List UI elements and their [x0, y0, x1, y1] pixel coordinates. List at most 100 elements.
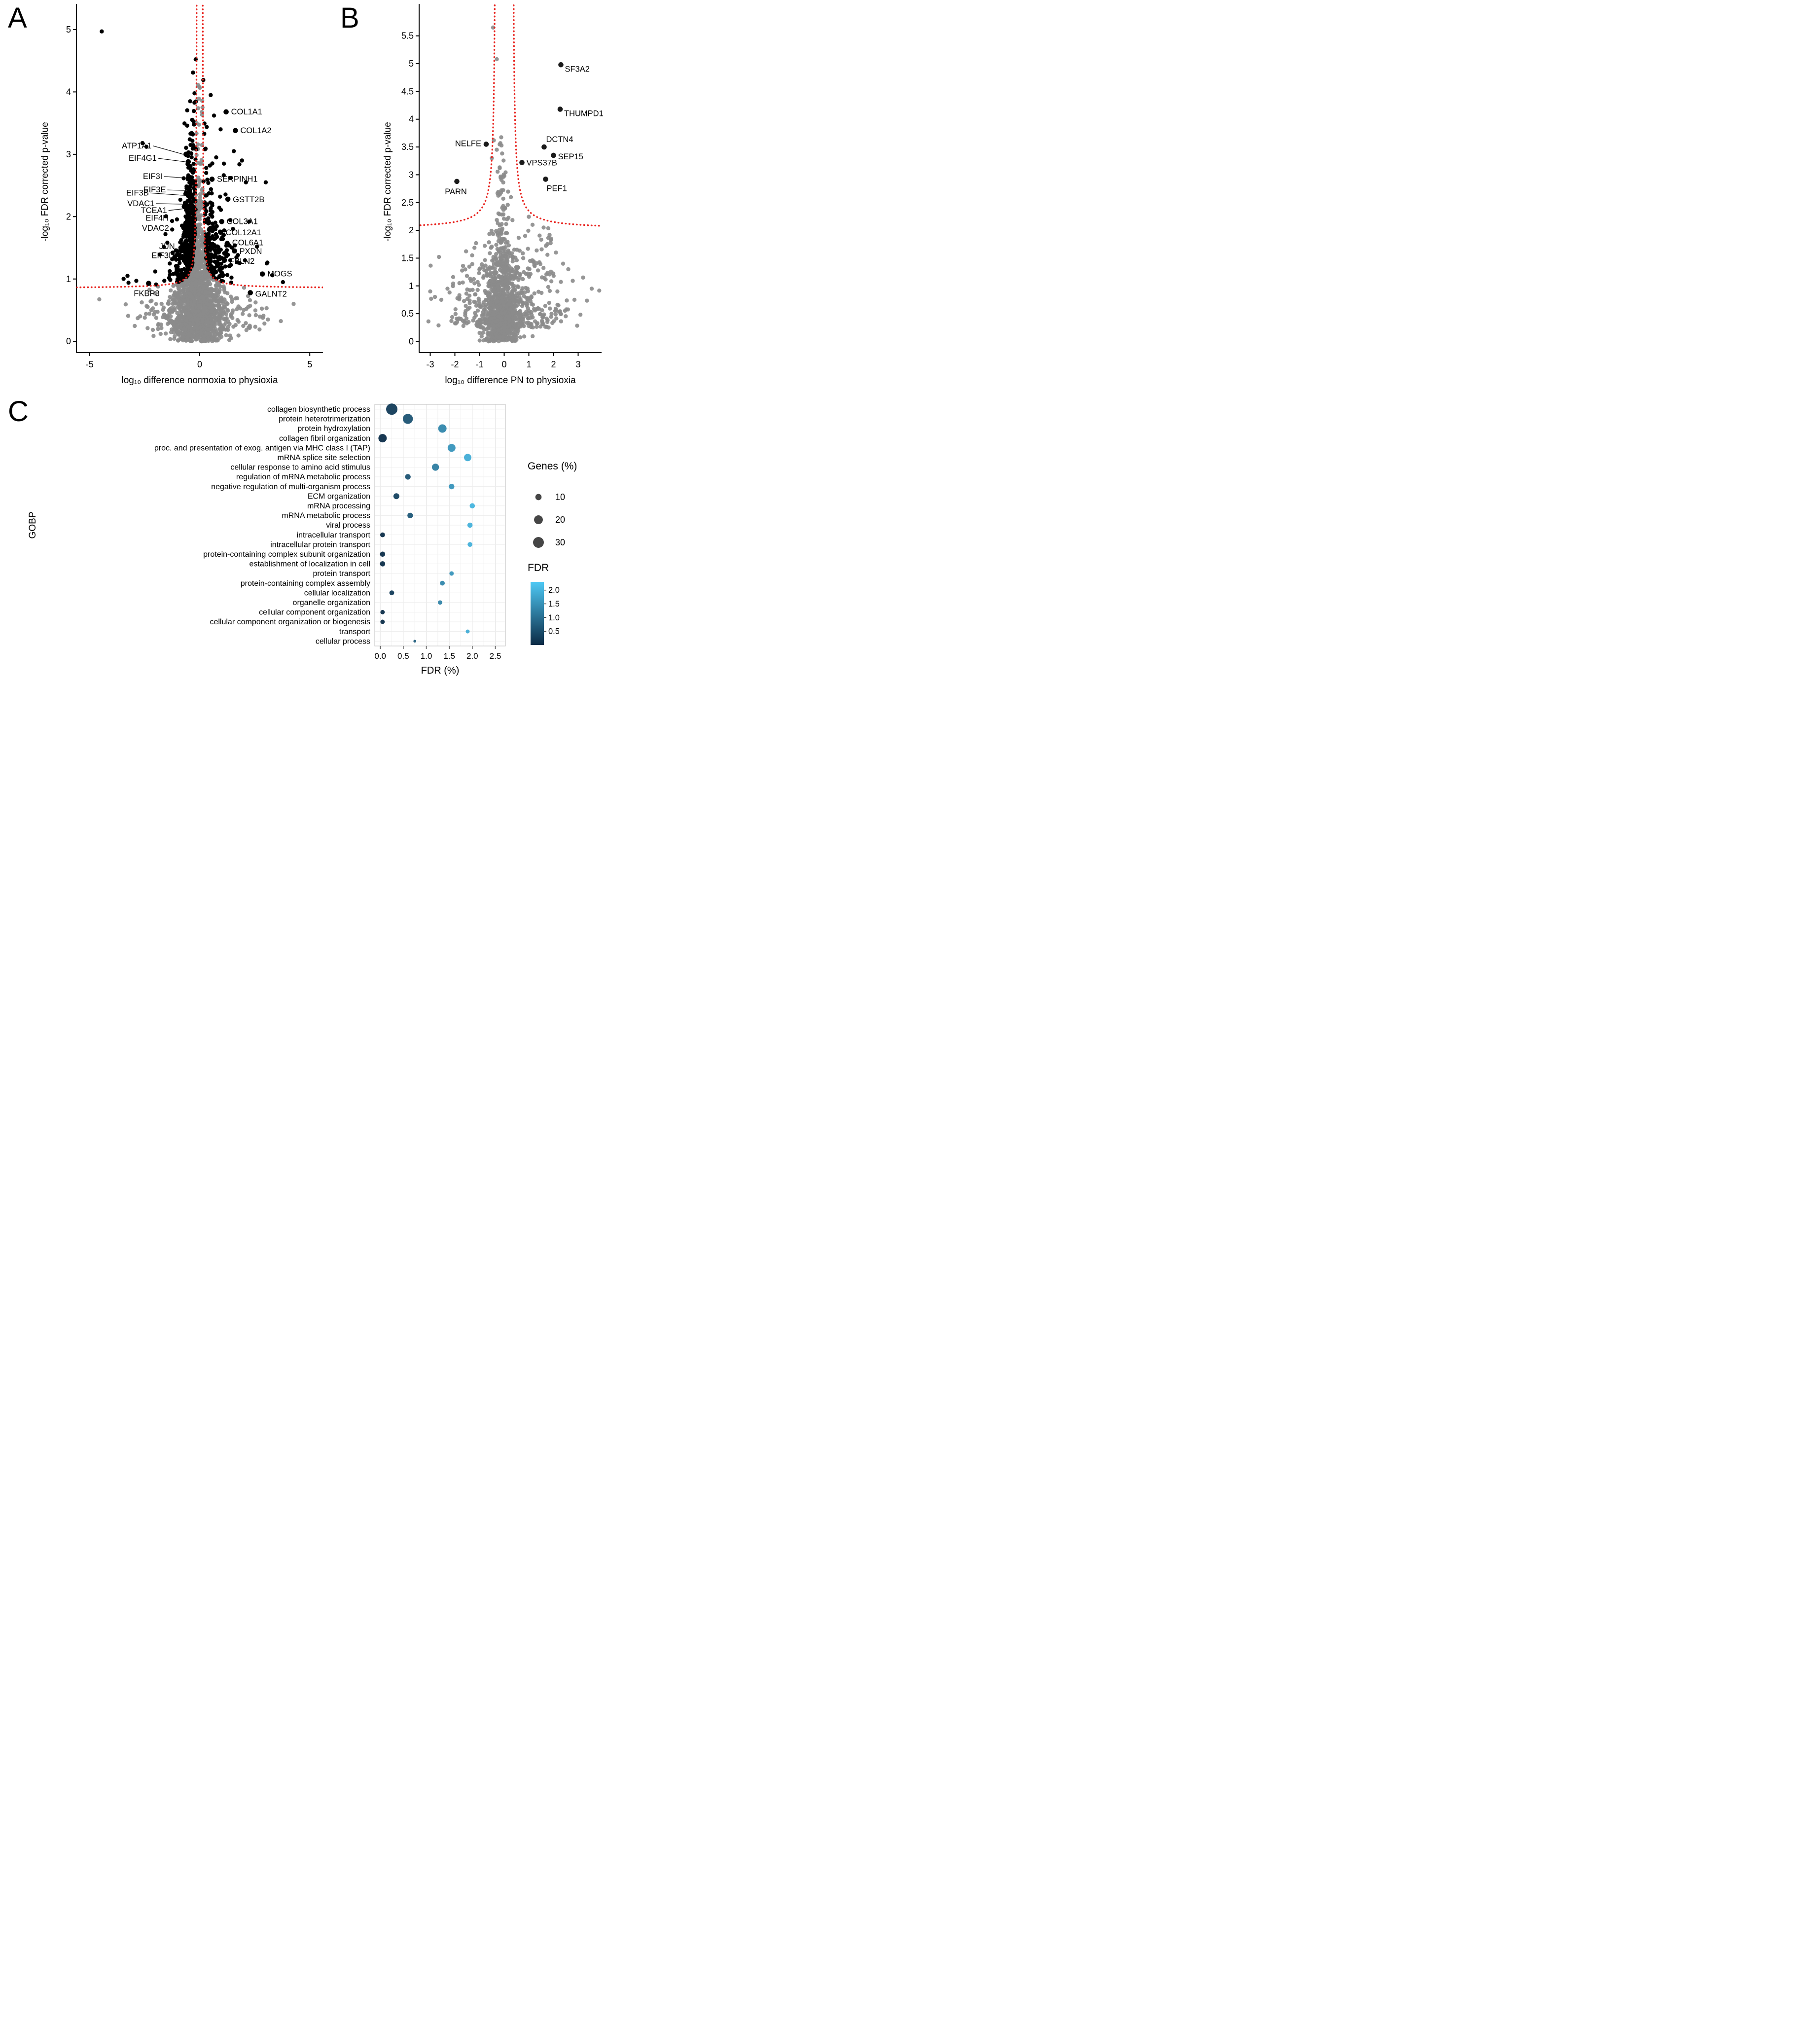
svg-text:GOBP: GOBP — [28, 512, 38, 539]
svg-text:2: 2 — [551, 359, 556, 369]
svg-text:protein transport: protein transport — [313, 570, 370, 578]
svg-text:EIF3B: EIF3B — [126, 188, 149, 197]
svg-text:intracellular transport: intracellular transport — [297, 531, 371, 539]
svg-text:1.5: 1.5 — [443, 651, 455, 661]
svg-text:1: 1 — [526, 359, 531, 369]
svg-text:ECM organization: ECM organization — [308, 492, 370, 501]
svg-text:FDR: FDR — [528, 562, 549, 573]
svg-text:1.0: 1.0 — [548, 613, 560, 622]
svg-text:establishment of localization: establishment of localization in cell — [250, 560, 370, 569]
svg-text:2: 2 — [409, 225, 414, 235]
svg-text:PXDN: PXDN — [240, 247, 262, 256]
panel-c-letter: C — [8, 395, 29, 428]
svg-text:0: 0 — [66, 336, 71, 346]
svg-text:protein-containing complex sub: protein-containing complex subunit organ… — [203, 550, 370, 559]
svg-text:0: 0 — [197, 359, 202, 369]
svg-text:3: 3 — [575, 359, 580, 369]
svg-text:transport: transport — [339, 628, 371, 636]
panel-a-letter: A — [8, 2, 27, 34]
svg-text:5.5: 5.5 — [401, 31, 414, 41]
svg-text:COL12A1: COL12A1 — [225, 228, 261, 237]
svg-text:2.0: 2.0 — [548, 586, 560, 595]
svg-text:EIF3I: EIF3I — [143, 172, 162, 181]
svg-text:proc. and presentation of exog: proc. and presentation of exog. antigen … — [154, 444, 370, 452]
svg-text:mRNA processing: mRNA processing — [307, 502, 370, 510]
svg-text:1.5: 1.5 — [401, 253, 414, 263]
svg-text:5: 5 — [409, 59, 414, 69]
svg-text:log₁₀ difference PN to physiox: log₁₀ difference PN to physioxia — [445, 375, 576, 386]
svg-text:regulation of mRNA metabolic p: regulation of mRNA metabolic process — [236, 473, 370, 481]
svg-text:NELFE: NELFE — [455, 139, 481, 148]
svg-text:SERPINH1: SERPINH1 — [217, 175, 258, 183]
svg-text:collagen fibril organization: collagen fibril organization — [279, 434, 370, 443]
svg-text:2.5: 2.5 — [490, 651, 501, 661]
svg-text:mRNA metabolic process: mRNA metabolic process — [282, 512, 370, 520]
svg-text:SF3A2: SF3A2 — [565, 65, 590, 73]
svg-text:0: 0 — [501, 359, 506, 369]
svg-text:organelle organization: organelle organization — [293, 599, 370, 607]
svg-text:1: 1 — [66, 274, 71, 284]
svg-text:4: 4 — [66, 87, 71, 97]
svg-text:-log₁₀ FDR corrected p-value: -log₁₀ FDR corrected p-value — [40, 122, 50, 241]
svg-text:4: 4 — [409, 114, 414, 124]
svg-text:COL1A2: COL1A2 — [240, 126, 271, 135]
svg-text:COL1A1: COL1A1 — [231, 107, 262, 116]
svg-text:0.5: 0.5 — [548, 627, 560, 636]
svg-text:5: 5 — [307, 359, 312, 369]
svg-text:COL6A1: COL6A1 — [232, 239, 263, 248]
svg-text:PEF1: PEF1 — [547, 184, 567, 193]
svg-text:SEP15: SEP15 — [558, 152, 583, 161]
svg-text:0: 0 — [409, 336, 414, 346]
svg-text:3: 3 — [409, 170, 414, 179]
svg-text:2.0: 2.0 — [466, 651, 478, 661]
svg-text:ATP1A1: ATP1A1 — [122, 142, 151, 150]
svg-text:PARN: PARN — [445, 187, 467, 196]
svg-text:cellular localization: cellular localization — [304, 589, 370, 597]
svg-text:1.0: 1.0 — [421, 651, 432, 661]
svg-text:TCEA1: TCEA1 — [141, 206, 167, 215]
svg-text:JUN: JUN — [159, 242, 175, 251]
svg-text:-1: -1 — [475, 359, 483, 369]
svg-text:5: 5 — [66, 25, 71, 35]
svg-text:protein-containing complex ass: protein-containing complex assembly — [241, 579, 370, 588]
panel-b-letter: B — [340, 2, 359, 34]
svg-text:FKBP3: FKBP3 — [134, 289, 159, 298]
svg-text:10: 10 — [555, 492, 565, 502]
svg-text:EIF3E: EIF3E — [143, 185, 166, 194]
svg-text:-5: -5 — [86, 359, 94, 369]
svg-text:COL3A1: COL3A1 — [227, 217, 258, 226]
svg-text:-log₁₀ FDR corrected p-value: -log₁₀ FDR corrected p-value — [383, 122, 393, 241]
svg-text:VDAC2: VDAC2 — [142, 224, 169, 233]
svg-text:VPS37B: VPS37B — [527, 159, 557, 168]
svg-text:cellular response to amino aci: cellular response to amino acid stimulus — [230, 464, 370, 472]
figure: A B C COL1A1 COL1A2 ATP1A1 EIF4G1 EIF3I EIF3E… — [0, 0, 607, 681]
svg-text:2.5: 2.5 — [401, 198, 414, 208]
svg-text:0.5: 0.5 — [401, 309, 414, 319]
svg-text:viral process: viral process — [326, 521, 370, 530]
svg-text:30: 30 — [555, 537, 565, 547]
svg-text:GSTT2B: GSTT2B — [233, 195, 264, 204]
svg-text:Genes (%): Genes (%) — [528, 461, 577, 472]
svg-text:20: 20 — [555, 515, 565, 525]
svg-text:intracellular protein transpor: intracellular protein transport — [270, 540, 370, 549]
svg-text:-2: -2 — [451, 359, 459, 369]
svg-text:1: 1 — [409, 281, 414, 291]
svg-text:FBLN2: FBLN2 — [229, 257, 254, 266]
svg-text:MOGS: MOGS — [267, 270, 292, 279]
svg-text:0.0: 0.0 — [374, 651, 386, 661]
svg-text:cellular component organizatio: cellular component organization — [259, 609, 370, 617]
svg-text:EIF4G1: EIF4G1 — [129, 154, 157, 163]
svg-text:3: 3 — [66, 149, 71, 159]
svg-text:-3: -3 — [426, 359, 434, 369]
svg-text:protein hydroxylation: protein hydroxylation — [297, 425, 370, 433]
svg-text:EIF3D: EIF3D — [151, 251, 175, 260]
svg-text:2: 2 — [66, 212, 71, 221]
svg-text:log₁₀ difference normoxia to p: log₁₀ difference normoxia to physioxia — [121, 375, 278, 386]
svg-text:4.5: 4.5 — [401, 86, 414, 96]
svg-text:cellular component organizatio: cellular component organization or bioge… — [210, 618, 370, 626]
svg-text:FDR (%): FDR (%) — [421, 665, 460, 676]
svg-text:3.5: 3.5 — [401, 142, 414, 152]
svg-text:THUMPD1: THUMPD1 — [564, 109, 604, 118]
svg-text:cellular process: cellular process — [316, 637, 370, 645]
